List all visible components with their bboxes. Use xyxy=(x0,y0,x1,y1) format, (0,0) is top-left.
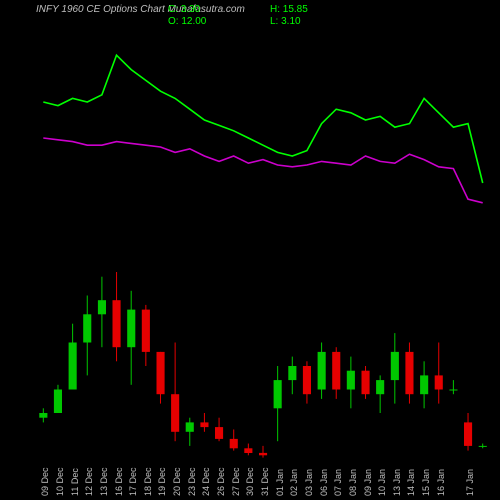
ohlc-low-value: 3.10 xyxy=(281,16,300,27)
x-axis-label: 17 Dec xyxy=(128,467,138,496)
candle-body xyxy=(113,300,121,347)
ohlc-readout: C: 3.30 xyxy=(168,4,200,15)
candle-body xyxy=(98,300,106,314)
x-axis-label: 12 Dec xyxy=(84,467,94,496)
x-axis-label: 15 Jan xyxy=(421,469,431,496)
chart-container: INFY 1960 CE Options Chart Munafasutra.c… xyxy=(0,0,500,500)
candle-body xyxy=(259,453,267,455)
x-axis-label: 03 Jan xyxy=(304,469,314,496)
x-axis-label: 20 Dec xyxy=(172,467,182,496)
candle-body xyxy=(479,446,487,447)
ohlc-low: L: 3.10 xyxy=(270,16,301,27)
candle-body xyxy=(171,394,179,432)
ohlc-high-label: H: xyxy=(270,4,283,15)
ohlc-open-label: O: xyxy=(168,16,181,27)
x-axis-label: 17 Jan xyxy=(465,469,475,496)
x-axis-label: 09 Dec xyxy=(40,467,50,496)
ohlc-readout-3: H: 15.85 xyxy=(270,4,308,15)
candle-body xyxy=(39,413,47,418)
ohlc-close: C: 3.30 xyxy=(168,4,200,15)
candle-body xyxy=(391,352,399,380)
x-axis-label: 06 Jan xyxy=(319,469,329,496)
candle-body xyxy=(347,371,355,390)
candle-body xyxy=(376,380,384,394)
x-axis-label: 13 Dec xyxy=(99,467,109,496)
ohlc-readout-4: L: 3.10 xyxy=(270,16,301,27)
x-axis-label: 19 Dec xyxy=(157,467,167,496)
candle-body xyxy=(230,439,238,448)
ohlc-high: H: 15.85 xyxy=(270,4,308,15)
candle-body xyxy=(69,343,77,390)
indicator-line-2 xyxy=(43,138,482,203)
x-axis-label: 24 Dec xyxy=(201,467,211,496)
candle-body xyxy=(464,422,472,446)
candle-body xyxy=(405,352,413,394)
indicator-line-1 xyxy=(43,55,482,183)
x-axis-label: 10 Dec xyxy=(55,467,65,496)
candle-body xyxy=(318,352,326,390)
candle-body xyxy=(142,310,150,352)
x-axis-label: 23 Dec xyxy=(187,467,197,496)
x-axis-label: 11 Dec xyxy=(70,468,80,496)
candle-body xyxy=(127,310,135,348)
x-axis-label: 14 Jan xyxy=(406,469,416,496)
ohlc-high-value: 15.85 xyxy=(283,4,308,15)
x-axis-label: 07 Jan xyxy=(333,469,343,496)
x-axis-label: 16 Dec xyxy=(114,467,124,496)
x-axis-label: 27 Dec xyxy=(231,467,241,496)
candle-body xyxy=(54,390,62,414)
x-axis-label: 16 Jan xyxy=(436,469,446,496)
ohlc-close-value: 3.30 xyxy=(181,4,200,15)
x-axis-label: 02 Jan xyxy=(289,469,299,496)
candle-body xyxy=(83,314,91,342)
candle-body xyxy=(332,352,340,390)
x-axis-label: 18 Dec xyxy=(143,467,153,496)
candle-body xyxy=(157,352,165,394)
candle-body xyxy=(200,422,208,427)
candle-body xyxy=(449,390,457,391)
candle-body xyxy=(362,371,370,395)
x-axis-label: 13 Jan xyxy=(392,469,402,496)
x-axis-label: 31 Dec xyxy=(260,467,270,496)
ohlc-open: O: 12.00 xyxy=(168,16,206,27)
ohlc-close-label: C: xyxy=(168,4,181,15)
candle-body xyxy=(435,375,443,389)
x-axis-label: 01 Jan xyxy=(275,469,285,496)
ohlc-readout-2: O: 12.00 xyxy=(168,16,206,27)
x-axis-label: 10 Jan xyxy=(377,469,387,496)
candle-body xyxy=(186,422,194,431)
candle-body xyxy=(244,448,252,453)
candle-body xyxy=(288,366,296,380)
chart-title: INFY 1960 CE Options Chart Munafasutra.c… xyxy=(36,4,245,15)
candle-body xyxy=(420,375,428,394)
candle-body xyxy=(215,427,223,439)
x-axis-label: 08 Jan xyxy=(348,469,358,496)
x-axis-label: 09 Jan xyxy=(363,469,373,496)
candle-body xyxy=(274,380,282,408)
x-axis-label: 26 Dec xyxy=(216,467,226,496)
x-axis-label: 30 Dec xyxy=(245,467,255,496)
chart-svg xyxy=(0,0,500,500)
candle-body xyxy=(303,366,311,394)
ohlc-open-value: 12.00 xyxy=(181,16,206,27)
ohlc-low-label: L: xyxy=(270,16,281,27)
